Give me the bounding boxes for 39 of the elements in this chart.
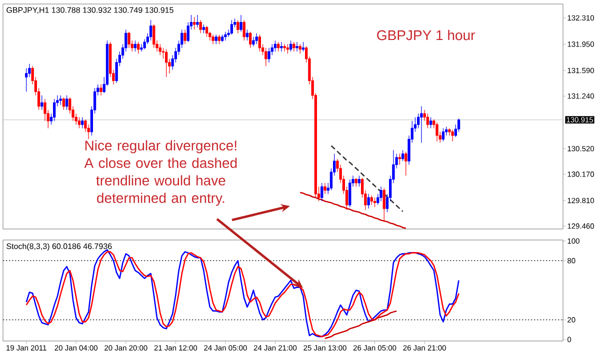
candlestick [28, 64, 31, 78]
candlestick [87, 124, 90, 140]
candlestick [382, 188, 386, 222]
candlestick [128, 31, 130, 48]
annotation: Nice regular divergence! A close over the dashed trendline would have determined an entry. [84, 140, 237, 206]
candlestick [100, 84, 102, 96]
candlestick [283, 44, 286, 52]
candlestick [115, 58, 118, 84]
candlestick [252, 36, 255, 47]
candlestick [140, 44, 143, 52]
candlestick [448, 128, 451, 136]
candlestick [255, 32, 258, 44]
candlestick [436, 122, 438, 142]
candlestick [212, 34, 214, 44]
chart-title: Stoch(8,3,3) 60.0186 46.7936 [6, 243, 112, 251]
candlestick [171, 54, 174, 70]
candlestick [199, 20, 202, 34]
candlestick [324, 182, 326, 194]
candlestick [380, 186, 382, 202]
candlestick [184, 29, 186, 44]
candlestick [59, 95, 62, 106]
candlestick [224, 31, 227, 41]
candlestick [420, 106, 423, 144]
candlestick [84, 119, 87, 132]
candlestick [196, 14, 199, 28]
line-series [330, 145, 404, 212]
candlestick [367, 194, 370, 209]
candlestick [296, 42, 298, 52]
candlestick [268, 48, 270, 63]
candlestick [44, 98, 46, 122]
candlestick [423, 110, 426, 122]
candlestick [280, 42, 283, 52]
candlestick [143, 38, 146, 50]
chart-title: GBPJPY,H1 130.788 130.932 130.749 130.915 [6, 7, 174, 14]
candlestick [240, 14, 242, 32]
candlestick [404, 151, 408, 176]
annotation: GBPJPY 1 hour [377, 30, 475, 40]
line-series [324, 310, 398, 340]
candlestick [451, 129, 454, 142]
